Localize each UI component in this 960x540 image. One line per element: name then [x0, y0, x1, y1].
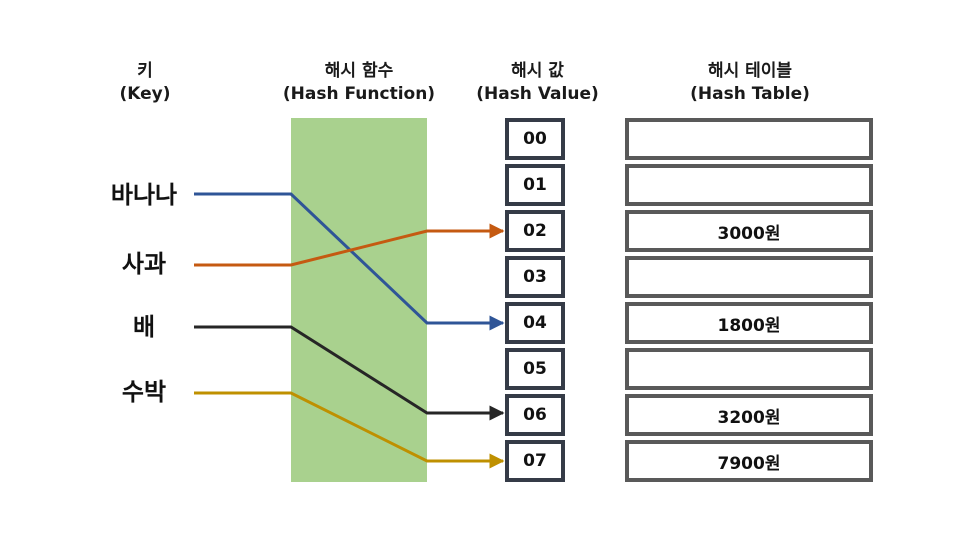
hash-table-header-title: 해시 테이블: [707, 61, 793, 81]
key-header-title: 키: [137, 61, 153, 81]
hash-table-cell: [625, 118, 873, 160]
hash-table-cell: 3200원: [625, 394, 873, 436]
hash-function-header-title: 해시 함수: [324, 61, 394, 81]
hash-table-cell: 3000원: [625, 210, 873, 252]
key-label-apple: 사과: [121, 250, 167, 278]
hash-value-cell: 01: [505, 164, 565, 206]
hash-table-header-subtitle: (Hash Table): [690, 84, 810, 104]
hash-value-header-subtitle: (Hash Value): [476, 84, 599, 104]
key-column-header: 키 (Key): [100, 60, 190, 106]
hash-value-cell: 00: [505, 118, 565, 160]
hash-value-cell: 03: [505, 256, 565, 298]
key-header-subtitle: (Key): [119, 84, 171, 104]
hash-value-header-title: 해시 값: [511, 61, 564, 81]
hash-value-cell: 05: [505, 348, 565, 390]
hash-value-cell: 07: [505, 440, 565, 482]
hash-table-cell: 1800원: [625, 302, 873, 344]
hash-value-column-header: 해시 값 (Hash Value): [475, 60, 600, 106]
hash-function-header-subtitle: (Hash Function): [282, 84, 436, 104]
hash-table-cell: [625, 164, 873, 206]
hash-value-cell: 04: [505, 302, 565, 344]
hash-table-cell: [625, 348, 873, 390]
arrow-banana-to-04: [194, 192, 505, 331]
arrow-watermelon-to-07: [194, 391, 505, 469]
hash-value-cell: 06: [505, 394, 565, 436]
key-label-banana: 바나나: [110, 181, 178, 209]
arrow-apple-to-02: [194, 223, 505, 267]
hash-function-column-header: 해시 함수 (Hash Function): [274, 60, 444, 106]
key-label-watermelon: 수박: [121, 378, 167, 406]
key-label-pear: 배: [132, 313, 156, 341]
arrow-pear-to-06: [194, 325, 505, 421]
hash-value-cell: 02: [505, 210, 565, 252]
hash-table-cell: [625, 256, 873, 298]
hash-table-column-header: 해시 테이블 (Hash Table): [665, 60, 835, 106]
hash-table-cell: 7900원: [625, 440, 873, 482]
